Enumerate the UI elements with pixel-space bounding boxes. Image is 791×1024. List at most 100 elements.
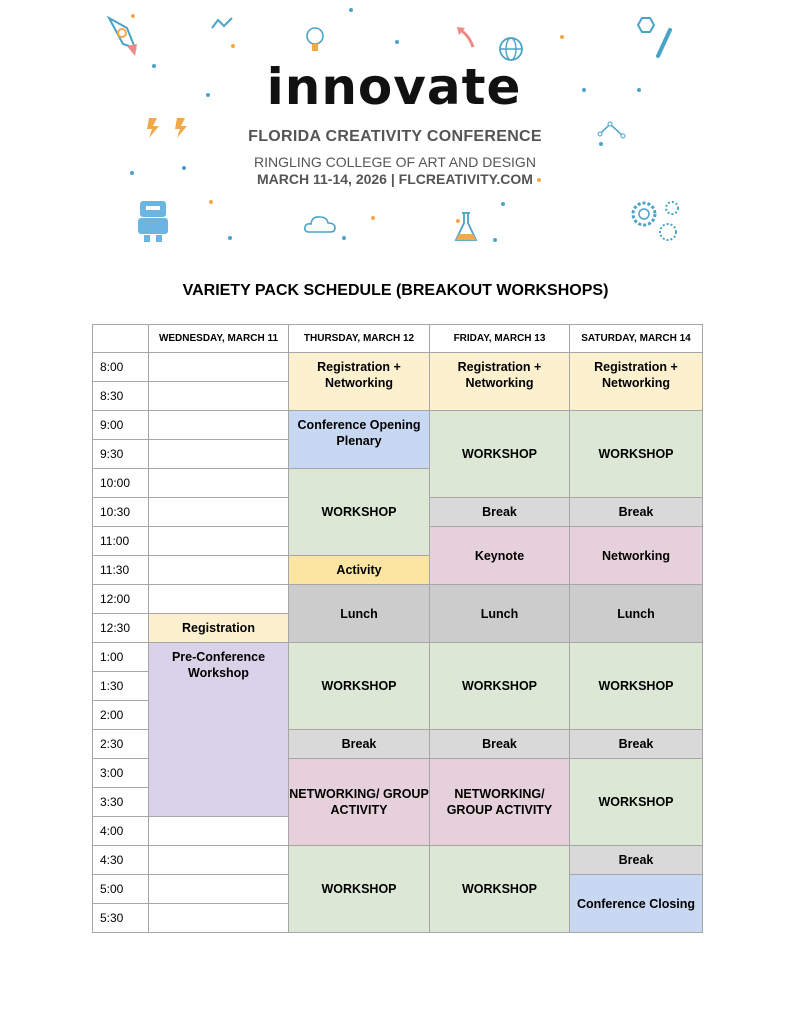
arrow-icon <box>457 27 475 48</box>
time-label: 1:30 <box>92 671 149 701</box>
empty-cell <box>148 381 289 411</box>
session-cell: Conference Opening Plenary <box>288 410 430 469</box>
day-header: WEDNESDAY, MARCH 11 <box>148 324 289 353</box>
empty-cell <box>148 903 289 933</box>
time-row: 10:00 WORKSHOP <box>92 468 703 556</box>
session-cell: Break <box>569 845 703 875</box>
time-row: 12:30 Registration <box>92 613 703 643</box>
cloud-icon <box>304 216 336 233</box>
session-cell: Lunch <box>569 584 703 643</box>
session-cell: Networking <box>569 526 703 585</box>
time-label: 8:30 <box>92 381 149 411</box>
session-cell: Conference Closing <box>569 874 703 933</box>
time-row: 8:00 Registration + Networking Registratio… <box>92 352 703 411</box>
decor-dot <box>349 8 353 12</box>
session-cell: Lunch <box>288 584 430 643</box>
time-label: 10:30 <box>92 497 149 527</box>
empty-cell <box>148 845 289 875</box>
decor-dot <box>206 93 210 97</box>
time-row: 3:30 <box>92 787 703 817</box>
time-label: 9:30 <box>92 439 149 469</box>
lightning-icon <box>147 118 187 138</box>
empty-cell <box>148 352 289 382</box>
session-cell: Registration <box>148 613 289 643</box>
decor-dot <box>395 40 399 44</box>
decor-dot <box>582 88 586 92</box>
session-cell: Break <box>288 729 430 759</box>
corner-cell <box>92 324 149 353</box>
session-cell: NETWORKING/ GROUP ACTIVITY <box>429 758 570 846</box>
innovate-logo: innovate <box>266 58 522 116</box>
time-label: 8:00 <box>92 352 149 382</box>
decor-dot <box>231 44 235 48</box>
session-cell: Registration + Networking <box>288 352 430 411</box>
time-label: 11:30 <box>92 555 149 585</box>
decor-dot <box>537 178 541 182</box>
time-label: 2:00 <box>92 700 149 730</box>
session-cell: Break <box>429 729 570 759</box>
empty-cell <box>148 410 289 440</box>
session-cell: WORKSHOP <box>429 410 570 498</box>
session-cell: WORKSHOP <box>569 758 703 846</box>
time-label: 12:00 <box>92 584 149 614</box>
time-label: 5:30 <box>92 903 149 933</box>
session-cell: Break <box>429 497 570 527</box>
decor-dot <box>228 236 232 240</box>
time-label: 5:00 <box>92 874 149 904</box>
empty-cell <box>148 816 289 846</box>
time-row: 1:00 Pre-Conference Workshop WORKSHOP WORKS… <box>92 642 703 817</box>
globe-icon <box>499 37 523 61</box>
line-graph-icon <box>211 17 233 29</box>
time-row: 3:00 NETWORKING/ GROUP ACTIVITY NETWORKING… <box>92 758 703 846</box>
decor-dot <box>493 238 497 242</box>
conference-name: FLORIDA CREATIVITY CONFERENCE <box>248 128 542 145</box>
time-row: 4:00 <box>92 816 703 846</box>
session-cell: Lunch <box>429 584 570 643</box>
time-row: 5:00 Conference Closing <box>92 874 703 933</box>
decor-dot <box>131 14 135 18</box>
time-label: 9:00 <box>92 410 149 440</box>
conference-banner: innovate FLORIDA CREATIVITY CONFERENCE R… <box>0 0 791 260</box>
session-cell: Break <box>569 729 703 759</box>
session-cell: NETWORKING/ GROUP ACTIVITY <box>288 758 430 846</box>
time-row: 11:30 Activity <box>92 555 703 585</box>
session-cell: Registration + Networking <box>429 352 570 411</box>
session-cell: Break <box>569 497 703 527</box>
decor-dot <box>371 216 375 220</box>
time-row: 2:30 Break Break Break <box>92 729 703 759</box>
decor-dot <box>501 202 505 206</box>
time-row: 10:30 Break Break <box>92 497 703 527</box>
session-cell: WORKSHOP <box>569 410 703 498</box>
day-header: THURSDAY, MARCH 12 <box>288 324 430 353</box>
header-row: WEDNESDAY, MARCH 11 THURSDAY, MARCH 12 F… <box>92 324 703 353</box>
page-title: VARIETY PACK SCHEDULE (BREAKOUT WORKSHOP… <box>182 282 609 299</box>
empty-cell <box>148 555 289 585</box>
flask-icon <box>454 212 478 241</box>
decor-dot <box>637 88 641 92</box>
time-label: 12:30 <box>92 613 149 643</box>
time-label: 3:00 <box>92 758 149 788</box>
rocket-icon <box>106 15 137 56</box>
empty-cell <box>148 584 289 614</box>
session-cell: WORKSHOP <box>429 845 570 933</box>
day-header: FRIDAY, MARCH 13 <box>429 324 570 353</box>
decor-dot <box>456 219 460 223</box>
robot-icon <box>138 201 168 242</box>
time-row: 8:30 <box>92 381 703 411</box>
time-label: 2:30 <box>92 729 149 759</box>
time-label: 4:30 <box>92 845 149 875</box>
time-row: 4:30 WORKSHOP WORKSHOP Break <box>92 845 703 933</box>
empty-cell <box>148 439 289 469</box>
time-label: 11:00 <box>92 526 149 556</box>
session-cell: WORKSHOP <box>288 845 430 933</box>
dates-website: MARCH 11-14, 2026 | FLCREATIVITY.COM <box>257 171 533 187</box>
time-label: 3:30 <box>92 787 149 817</box>
session-cell: WORKSHOP <box>288 642 430 730</box>
empty-cell <box>148 468 289 498</box>
decor-dot <box>599 142 603 146</box>
time-label: 10:00 <box>92 468 149 498</box>
session-cell: WORKSHOP <box>569 642 703 730</box>
session-cell: WORKSHOP <box>288 468 430 556</box>
time-row: 12:00 Lunch Lunch Lunch <box>92 584 703 643</box>
empty-cell <box>148 874 289 904</box>
